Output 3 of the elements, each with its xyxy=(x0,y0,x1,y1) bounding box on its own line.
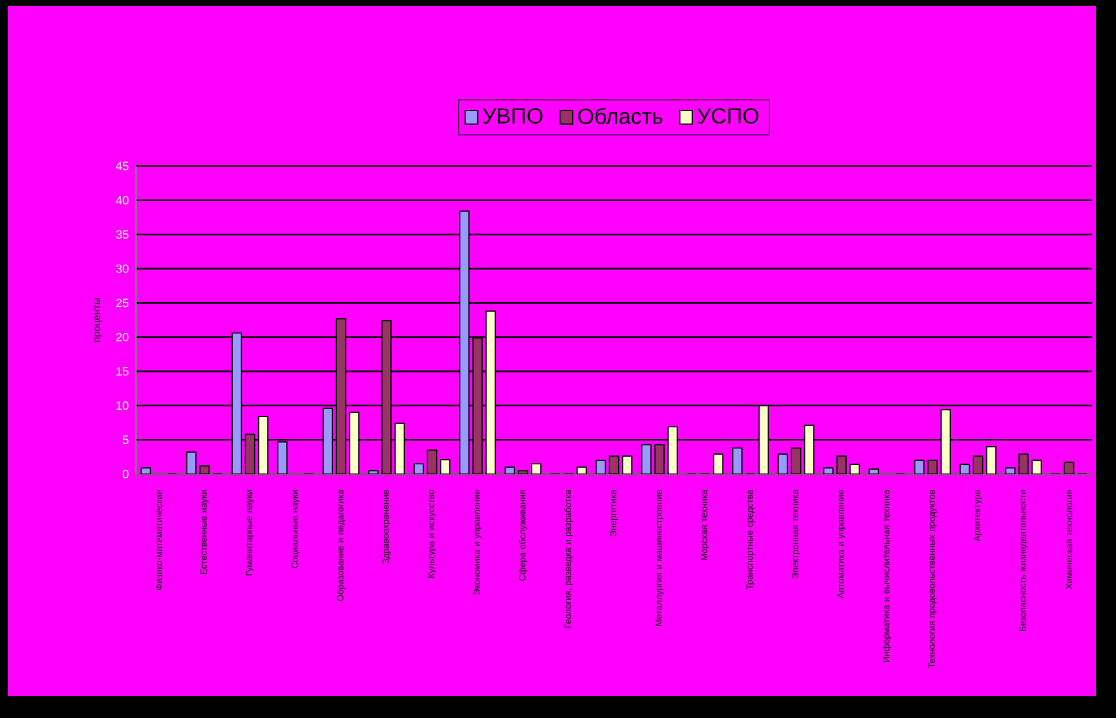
legend-label: Область xyxy=(578,107,663,125)
legend-label: УСПО xyxy=(697,108,759,124)
legend-label: УВПО xyxy=(482,108,543,124)
